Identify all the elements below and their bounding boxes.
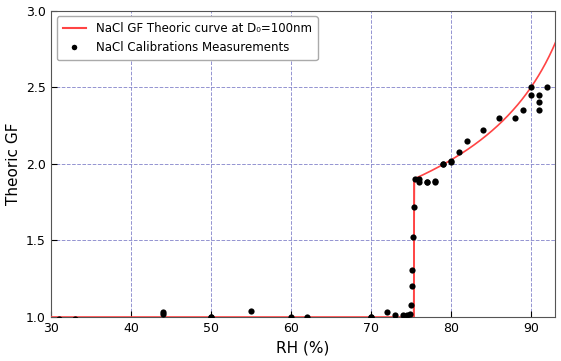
Point bbox=[407, 302, 416, 308]
X-axis label: RH (%): RH (%) bbox=[277, 340, 330, 356]
Point bbox=[423, 179, 432, 185]
Point bbox=[391, 313, 400, 318]
Point bbox=[479, 127, 488, 133]
Point bbox=[54, 316, 63, 321]
Point bbox=[70, 316, 79, 321]
Point bbox=[431, 178, 440, 183]
Point bbox=[408, 267, 417, 273]
Point bbox=[403, 313, 412, 318]
Point bbox=[439, 161, 448, 167]
Point bbox=[543, 84, 552, 90]
Point bbox=[415, 176, 424, 182]
Point bbox=[405, 311, 414, 317]
Point bbox=[495, 115, 504, 121]
Point bbox=[463, 138, 472, 144]
Point bbox=[447, 158, 456, 164]
Point bbox=[527, 92, 536, 98]
Point bbox=[535, 107, 544, 113]
Point bbox=[455, 149, 464, 155]
Point bbox=[303, 314, 312, 320]
Point bbox=[367, 314, 376, 320]
Point bbox=[159, 309, 168, 315]
Point bbox=[535, 92, 544, 98]
Point bbox=[206, 314, 215, 320]
Point bbox=[159, 311, 168, 317]
Point bbox=[447, 159, 456, 165]
Point bbox=[411, 176, 420, 182]
Point bbox=[367, 314, 376, 320]
Point bbox=[511, 115, 520, 121]
Point bbox=[410, 204, 419, 210]
Point bbox=[535, 100, 544, 105]
Point bbox=[399, 313, 408, 318]
Legend: NaCl GF Theoric curve at D₀=100nm, NaCl Calibrations Measurements: NaCl GF Theoric curve at D₀=100nm, NaCl … bbox=[57, 17, 318, 60]
Point bbox=[519, 107, 528, 113]
Y-axis label: Theoric GF: Theoric GF bbox=[6, 122, 21, 205]
Point bbox=[431, 179, 440, 185]
Point bbox=[527, 84, 536, 90]
Point bbox=[408, 283, 417, 289]
Point bbox=[287, 314, 296, 320]
Point bbox=[247, 308, 256, 314]
Point bbox=[383, 309, 392, 315]
Point bbox=[415, 179, 424, 185]
Point bbox=[206, 314, 215, 320]
Point bbox=[408, 234, 417, 240]
Point bbox=[439, 161, 448, 167]
Point bbox=[423, 179, 432, 185]
